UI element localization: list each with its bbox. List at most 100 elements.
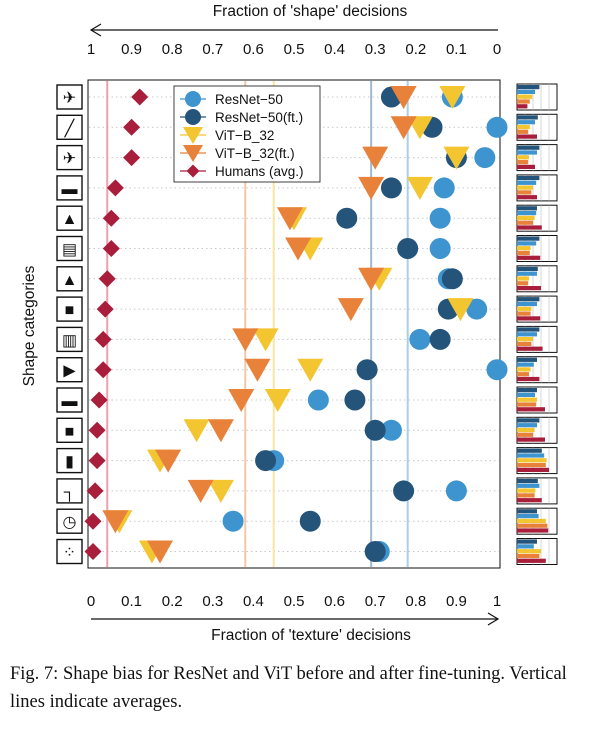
category-icon-clock: ◷ <box>56 508 83 534</box>
side-bar <box>517 276 529 281</box>
data-point <box>429 207 451 229</box>
side-bar-group <box>516 144 558 172</box>
bottom-arrow <box>91 612 500 626</box>
side-bar-group <box>516 204 558 232</box>
category-icon-frame <box>56 266 83 292</box>
side-bar <box>517 558 546 563</box>
data-point <box>123 149 141 167</box>
side-bar <box>517 478 538 484</box>
data-point <box>244 358 271 382</box>
data-point <box>84 512 102 530</box>
data-point <box>86 482 104 500</box>
side-bar-group <box>516 447 558 475</box>
legend: ResNet−50 ResNet−50(ft.) ViT−B_32 ViT−B_32(… <box>173 85 321 183</box>
plot-frame <box>87 79 501 569</box>
data-point <box>187 479 214 503</box>
side-bar <box>517 301 537 307</box>
figure-caption: Fig. 7: Shape bias for ResNet and ViT be… <box>10 660 582 716</box>
data-point <box>183 419 210 443</box>
data-point <box>429 328 451 350</box>
side-bar-group <box>516 477 558 505</box>
category-icon-glyph: ▲ <box>62 211 78 228</box>
bottom-axis-label: Fraction of 'texture' decisions <box>211 627 411 644</box>
data-point <box>429 238 451 259</box>
side-bar <box>517 327 540 332</box>
data-point <box>307 389 329 411</box>
data-point <box>88 452 106 470</box>
data-point <box>486 359 508 381</box>
side-bar <box>517 341 532 346</box>
data-point <box>102 510 129 534</box>
category-icon-aeroplane: ✈ <box>56 144 83 171</box>
side-bar <box>517 458 547 463</box>
legend-marker <box>185 109 201 125</box>
legend-marker <box>186 164 200 178</box>
data-point <box>222 510 244 532</box>
data-point <box>356 359 378 381</box>
shape-bias-figure: Fraction of 'shape' decisions 1 0.9 0.8 0.7… <box>21 3 558 644</box>
data-point <box>88 421 106 439</box>
top-tick-label: 0.3 <box>365 41 386 58</box>
data-point <box>358 267 385 291</box>
side-bar <box>517 388 537 393</box>
side-bar <box>517 306 532 311</box>
side-bar <box>517 553 540 559</box>
side-bar-group <box>516 174 558 202</box>
side-bar <box>517 367 531 372</box>
top-tick-label: 0.1 <box>446 41 467 58</box>
category-icon-car: ▬ <box>56 387 83 413</box>
category-icon-frame <box>56 447 83 474</box>
category-icon-glyph: ▶ <box>63 363 76 380</box>
side-bar <box>517 94 533 99</box>
category-icon-oven: ▤ <box>56 235 83 262</box>
top-tick-label: 0.8 <box>162 41 183 58</box>
data-point <box>406 176 433 200</box>
category-icon-frame <box>56 296 83 322</box>
side-bar <box>517 164 535 169</box>
bottom-tick-label: 0.5 <box>284 593 305 610</box>
top-tick-label: 0.2 <box>405 41 426 58</box>
side-bar <box>517 467 549 472</box>
side-bar <box>517 297 540 302</box>
side-bar-group <box>516 386 558 414</box>
top-tick-label: 0.5 <box>284 41 305 58</box>
data-point <box>390 116 417 140</box>
side-bar <box>517 427 535 433</box>
category-icon-frame <box>56 114 83 141</box>
category-icon-frame <box>56 478 83 504</box>
category-icon-bear: ▬ <box>56 175 83 201</box>
top-tick-label: 1 <box>87 41 95 58</box>
data-point <box>445 480 467 502</box>
top-tick-label: 0 <box>493 41 501 58</box>
side-bar <box>517 250 530 256</box>
data-point <box>228 389 255 412</box>
bottom-tick-label: 0.7 <box>365 593 386 610</box>
side-bar-group <box>516 113 558 141</box>
top-tick-label: 0.6 <box>243 41 264 58</box>
legend-label: ResNet−50 <box>215 92 283 107</box>
side-bar <box>517 392 535 397</box>
data-point <box>276 207 303 231</box>
data-point <box>409 328 431 350</box>
side-bar <box>517 129 529 134</box>
side-bar <box>517 432 533 437</box>
side-bar <box>517 523 548 528</box>
legend-label: ViT−B_32 <box>215 128 274 143</box>
side-bar <box>517 337 533 342</box>
side-bar <box>517 281 529 286</box>
side-bar <box>517 99 530 104</box>
category-icon-cat: ▲ <box>56 266 83 292</box>
legend-marker <box>185 91 201 107</box>
side-bar <box>517 493 535 498</box>
bottom-tick-label: 0.8 <box>405 593 426 610</box>
data-point <box>433 177 455 199</box>
data-point <box>232 328 259 352</box>
caption-text: Fig. 7: Shape bias for ResNet and ViT be… <box>10 664 567 712</box>
side-bar-group <box>516 295 558 323</box>
data-point <box>362 146 389 170</box>
bottom-tick-labels: 0 0.1 0.2 0.3 0.4 0.5 0.6 0.7 0.8 0.9 1 <box>87 593 501 610</box>
data-point <box>439 86 466 109</box>
side-bar-group <box>516 507 558 535</box>
legend-label: ViT−B_32(ft.) <box>215 146 295 161</box>
side-bar <box>517 528 549 533</box>
